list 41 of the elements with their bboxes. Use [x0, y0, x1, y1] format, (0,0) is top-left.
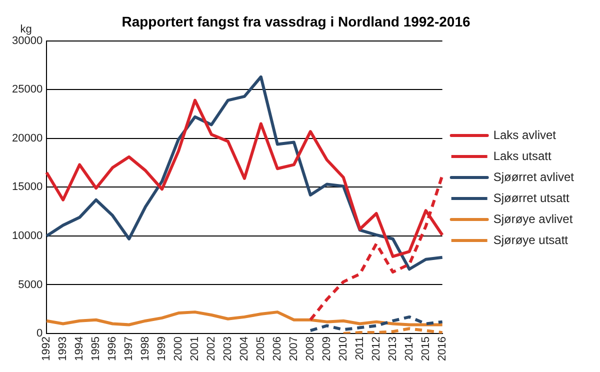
x-tick-label: 2001	[189, 336, 202, 362]
legend-label: Laks avlivet	[493, 128, 557, 142]
legend-label: Sjøørret avlivet	[493, 170, 575, 184]
x-tick-label: 1994	[74, 336, 86, 362]
x-tick-label: 1997	[123, 336, 136, 362]
x-tick-label: 2012	[370, 336, 382, 362]
x-tick-label: 2015	[420, 336, 432, 362]
legend-label: Laks utsatt	[493, 148, 552, 163]
x-tick-label: 2011	[354, 336, 366, 360]
legend-label: Sjøørret utsatt	[493, 190, 570, 205]
x-tick-label: 2014	[403, 336, 416, 362]
y-tick-label: 30000	[12, 34, 43, 47]
x-tick-label: 2009	[320, 336, 333, 362]
y-tick-label: 0	[36, 328, 43, 340]
x-tick-label: 2003	[222, 336, 234, 362]
x-tick-label: 2008	[304, 336, 316, 362]
x-tick-label: 2010	[337, 336, 350, 362]
y-tick-label: 15000	[12, 181, 43, 194]
x-tick-label: 2002	[206, 336, 218, 362]
x-tick-label: 2005	[254, 336, 267, 362]
x-tick-label: 2016	[436, 336, 448, 362]
y-tick-label: 25000	[12, 84, 43, 96]
chart-title: Rapportert fangst fra vassdrag i Nordland 1992-2016	[122, 13, 470, 30]
y-tick-label: 10000	[12, 230, 43, 242]
x-tick-label: 2007	[288, 336, 300, 362]
x-tick-label: 2013	[386, 336, 399, 362]
y-axis-title: kg	[20, 23, 32, 36]
x-tick-label: 2004	[238, 336, 250, 362]
legend-label: Sjørøye avlivet	[493, 212, 574, 226]
x-tick-label: 1999	[156, 336, 168, 362]
x-tick-label: 1998	[140, 336, 152, 362]
legend-label: Sjørøye utsatt	[493, 232, 569, 247]
y-tick-label: 20000	[12, 132, 43, 144]
x-tick-label: 2000	[172, 336, 185, 362]
x-tick-label: 1996	[106, 336, 119, 362]
y-tick-label: 5000	[18, 278, 43, 291]
x-tick-label: 2006	[271, 336, 284, 362]
x-tick-label: 1993	[57, 336, 70, 362]
x-tick-label: 1995	[90, 336, 102, 362]
line-series	[308, 315, 444, 332]
x-tick-label: 1992	[40, 336, 53, 362]
